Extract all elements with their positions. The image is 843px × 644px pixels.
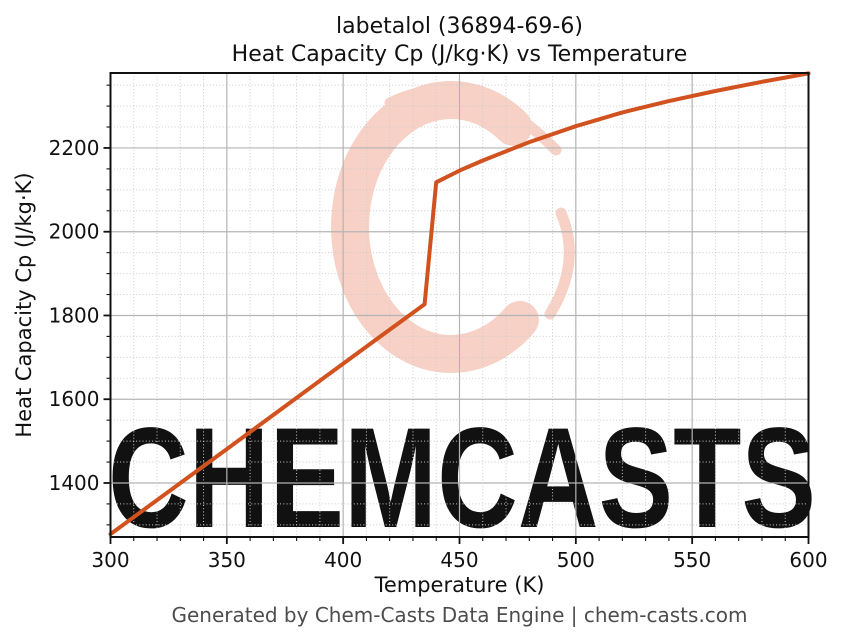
chart-title-line2: Heat Capacity Cp (J/kg·K) vs Temperature [232, 42, 688, 67]
cp-curve-line [108, 71, 811, 537]
watermark-swirl-right-icon [544, 207, 575, 320]
y-tick-label: 1600 [49, 387, 100, 411]
chemcasts-watermark: CHEMCASTS [108, 81, 816, 558]
y-tick-label: 1800 [49, 303, 100, 327]
x-axis-label: Temperature (K) [374, 573, 545, 597]
y-tick-label: 2200 [49, 136, 100, 160]
axis-ticks [103, 84, 810, 544]
x-tick-label: 600 [789, 548, 827, 572]
x-tick-label: 350 [208, 548, 246, 572]
y-tick-label: 1400 [49, 471, 100, 495]
cp-vs-temperature-curve [108, 71, 811, 537]
x-tick-labels: 300 350 400 450 500 550 600 [91, 548, 827, 572]
watermark-swirl-top-icon [384, 84, 562, 156]
y-tick-labels: 1400 1600 1800 2000 2200 [49, 136, 100, 495]
y-axis-label: Heat Capacity Cp (J/kg·K) [12, 172, 36, 437]
chart-title-line1: labetalol (36894-69-6) [336, 14, 583, 39]
major-grid-lines [110, 73, 809, 537]
y-tick-label: 2000 [49, 220, 100, 244]
x-tick-label: 550 [673, 548, 711, 572]
watermark-brush-c-icon [331, 81, 539, 373]
x-tick-label: 500 [557, 548, 595, 572]
x-tick-label: 300 [91, 548, 129, 572]
watermark-text: CHEMCASTS [108, 399, 816, 558]
x-tick-label: 450 [440, 548, 478, 572]
x-tick-label: 400 [324, 548, 362, 572]
footer-credit: Generated by Chem-Casts Data Engine | ch… [171, 603, 747, 627]
